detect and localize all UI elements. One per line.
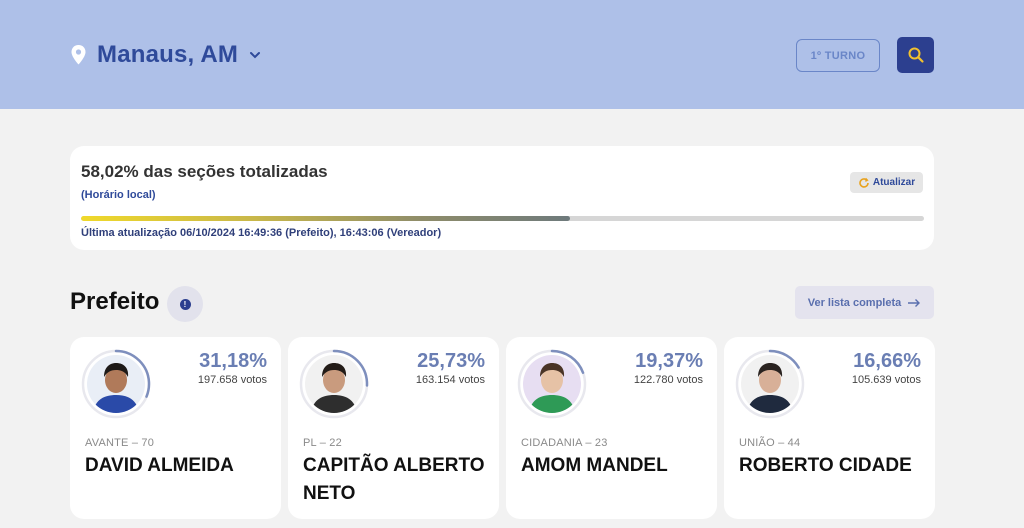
full-list-label: Ver lista completa	[807, 296, 902, 309]
candidate-name: DAVID ALMEIDA	[85, 455, 234, 476]
candidate-card[interactable]: 16,66% 105.639 votos UNIÃO – 44 ROBERTO CID…	[724, 337, 935, 519]
candidate-name: CAPITÃO ALBERTO NETO	[303, 455, 485, 504]
refresh-button[interactable]: Atualizar	[850, 172, 923, 193]
candidate-name: ROBERTO CIDADE	[739, 455, 912, 476]
refresh-label: Atualizar	[872, 177, 916, 188]
candidate-card[interactable]: 25,73% 163.154 votos PL – 22 CAPITÃO ALBERT…	[288, 337, 499, 519]
turno-button[interactable]: 1º TURNO	[796, 39, 880, 72]
location-pin-icon	[71, 45, 86, 65]
city-name: Manaus, AM	[97, 41, 239, 68]
vote-share-ring	[517, 349, 587, 419]
section-title: Prefeito	[70, 288, 160, 315]
local-time-label: (Horário local)	[81, 189, 156, 201]
candidate-card[interactable]: 19,37% 122.780 votos CIDADANIA – 23 AMOM MA…	[506, 337, 717, 519]
totalization-title: 58,02% das seções totalizadas	[81, 162, 328, 181]
search-button[interactable]	[897, 37, 934, 73]
totalization-progress-bar	[81, 216, 924, 221]
candidate-percent: 31,18%	[199, 350, 267, 372]
info-icon: !	[179, 298, 191, 310]
candidate-votes: 197.658 votos	[197, 374, 267, 386]
top-header: Manaus, AM 1º TURNO	[0, 0, 1024, 109]
candidate-party: UNIÃO – 44	[739, 437, 801, 449]
candidate-avatar	[741, 355, 799, 413]
progress-fill	[81, 216, 571, 221]
full-list-button[interactable]: Ver lista completa	[795, 286, 934, 319]
candidate-percent: 19,37%	[635, 350, 703, 372]
candidate-percent: 25,73%	[417, 350, 485, 372]
search-icon	[908, 47, 924, 63]
candidate-percent: 16,66%	[853, 350, 921, 372]
chevron-down-icon	[250, 52, 261, 59]
arrow-right-icon	[908, 298, 921, 307]
candidate-avatar	[305, 355, 363, 413]
vote-share-ring	[299, 349, 369, 419]
refresh-icon	[859, 177, 869, 188]
totalization-card: 58,02% das seções totalizadas (Horário l…	[70, 146, 934, 250]
candidate-card[interactable]: 31,18% 197.658 votos AVANTE – 70 DAVID ALME…	[70, 337, 281, 519]
last-update-text: Última atualização 06/10/2024 16:49:36 (…	[81, 227, 442, 239]
candidate-party: AVANTE – 70	[85, 437, 155, 449]
candidate-avatar	[87, 355, 145, 413]
vote-share-ring	[735, 349, 805, 419]
candidate-party: CIDADANIA – 23	[521, 437, 608, 449]
city-selector[interactable]: Manaus, AM	[70, 41, 262, 69]
candidate-name: AMOM MANDEL	[521, 455, 668, 476]
candidate-votes: 122.780 votos	[633, 374, 703, 386]
candidate-avatar	[523, 355, 581, 413]
candidate-party: PL – 22	[303, 437, 342, 449]
candidate-votes: 163.154 votos	[415, 374, 485, 386]
vote-share-ring	[81, 349, 151, 419]
candidate-votes: 105.639 votos	[851, 374, 921, 386]
info-button[interactable]: !	[167, 286, 203, 322]
